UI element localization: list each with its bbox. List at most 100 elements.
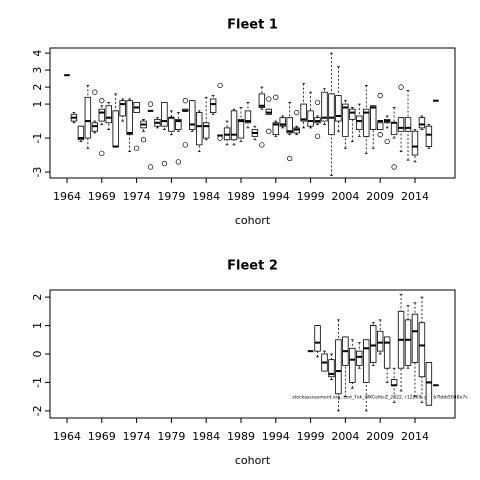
x-tick-label: 1979 <box>157 190 185 203</box>
plot-frame <box>49 47 456 179</box>
footnote: stockassessment.org, cod_7ek_WKCelticZ_2… <box>292 395 468 401</box>
box <box>84 96 92 139</box>
box <box>77 125 85 141</box>
box <box>404 319 412 366</box>
box <box>411 130 419 156</box>
outlier <box>398 84 404 90</box>
box <box>161 101 168 127</box>
outlier <box>182 98 188 104</box>
box <box>321 91 328 122</box>
x-tick-label: 1984 <box>192 430 220 443</box>
outlier <box>133 145 140 151</box>
box <box>411 313 419 363</box>
x-tick-label: 2004 <box>331 430 359 443</box>
outlier <box>266 96 272 102</box>
y-tick-label: -1 <box>31 133 44 144</box>
outlier <box>99 98 105 104</box>
box <box>390 122 398 136</box>
box <box>175 118 182 130</box>
box <box>335 339 342 395</box>
box <box>202 122 210 139</box>
box <box>112 110 119 147</box>
outlier <box>99 150 105 157</box>
outlier <box>377 132 383 138</box>
box <box>237 118 245 139</box>
outlier <box>294 109 300 116</box>
x-tick-label: 1964 <box>53 190 81 203</box>
box <box>244 110 252 124</box>
box <box>126 100 133 136</box>
chart-title: Fleet 1 <box>227 18 278 33</box>
box <box>376 330 384 352</box>
outlier <box>161 160 168 167</box>
y-tick-label: 2 <box>31 84 44 91</box>
box <box>98 108 105 122</box>
x-tick-label: 1974 <box>123 190 151 203</box>
box <box>168 117 175 132</box>
box <box>425 362 433 406</box>
box <box>119 100 126 117</box>
y-tick-label: 1 <box>31 322 44 329</box>
box <box>307 110 314 127</box>
x-axis-label: cohort <box>235 454 271 467</box>
outlier <box>217 135 223 141</box>
outlier <box>314 133 321 140</box>
box <box>404 117 412 132</box>
box <box>349 347 356 383</box>
y-tick-label: 3 <box>31 67 44 74</box>
box <box>356 115 363 130</box>
outlier <box>217 82 223 89</box>
outlier <box>266 128 272 134</box>
x-tick-label: 1994 <box>262 190 290 203</box>
box <box>314 325 321 352</box>
outlier <box>140 137 147 143</box>
y-tick-label: 0 <box>31 351 44 358</box>
outlier <box>147 164 154 170</box>
box <box>258 93 266 108</box>
box <box>300 103 307 122</box>
x-tick-label: 2004 <box>331 190 359 203</box>
x-tick-label: 2014 <box>401 430 429 443</box>
box <box>328 359 335 378</box>
outlier <box>92 89 98 95</box>
x-tick-label: 1979 <box>157 430 185 443</box>
box <box>363 339 370 383</box>
x-tick-label: 1989 <box>227 430 255 443</box>
x-tick-label: 1999 <box>297 190 325 203</box>
outlier <box>384 138 390 145</box>
x-tick-label: 2009 <box>366 430 394 443</box>
box <box>328 93 335 136</box>
box <box>425 125 433 147</box>
box <box>279 117 286 127</box>
y-tick-label: 2 <box>31 294 44 301</box>
x-tick-label: 1969 <box>88 430 116 443</box>
x-tick-label: 2014 <box>401 190 429 203</box>
box <box>230 110 238 141</box>
outlier <box>175 159 181 165</box>
box <box>189 100 196 130</box>
box <box>383 336 391 369</box>
box <box>349 108 356 120</box>
box <box>335 95 342 122</box>
outlier <box>273 94 279 100</box>
box <box>196 112 203 146</box>
box <box>418 322 426 378</box>
outlier <box>147 101 154 107</box>
x-tick-label: 1964 <box>53 430 81 443</box>
x-tick-label: 2009 <box>366 190 394 203</box>
box <box>286 117 293 134</box>
box <box>105 105 112 124</box>
x-tick-label: 1969 <box>88 190 116 203</box>
chart-title: Fleet 2 <box>227 259 278 274</box>
outlier <box>287 155 293 162</box>
outlier <box>259 142 265 148</box>
outlier <box>182 142 188 148</box>
x-tick-label: 1974 <box>123 430 151 443</box>
y-tick-label: 4 <box>31 50 44 57</box>
x-axis-label: cohort <box>235 214 271 227</box>
outlier <box>391 164 397 170</box>
y-tick-label: -1 <box>31 377 44 388</box>
box <box>356 350 363 366</box>
